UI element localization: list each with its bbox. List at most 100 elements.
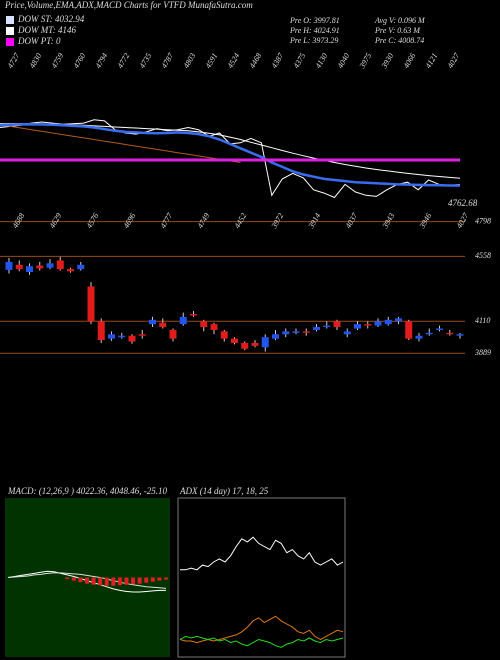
- candle-body: [210, 324, 218, 330]
- macd-bar: [111, 577, 116, 586]
- legend-text: DOW PT: 0: [17, 36, 61, 46]
- macd-bar: [157, 577, 162, 581]
- candle-body: [282, 331, 290, 335]
- candle-body: [231, 338, 238, 343]
- candle-body: [128, 335, 136, 342]
- macd-bar: [78, 577, 83, 583]
- price-annotation: 4452: [233, 212, 249, 230]
- candle-body: [364, 324, 372, 326]
- candle-body: [333, 321, 341, 328]
- series-line: [7, 572, 167, 589]
- candle-body: [169, 329, 177, 339]
- series-line: [179, 635, 344, 648]
- candle-body: [118, 335, 126, 338]
- level-label: 4558: [475, 251, 491, 260]
- price-annotation: 4027: [455, 211, 471, 230]
- candle-body: [5, 261, 13, 270]
- candle-body: [261, 337, 269, 348]
- level-label: 4798: [475, 216, 491, 225]
- candle-body: [97, 321, 105, 341]
- candle-body: [272, 334, 279, 339]
- candle-body: [425, 332, 433, 335]
- candle-body: [292, 331, 300, 333]
- candle-body: [241, 342, 249, 349]
- level-label: 4110: [475, 316, 490, 325]
- candle-body: [77, 264, 85, 270]
- level-label: 3889: [474, 348, 491, 357]
- price-label: 4762.68: [448, 198, 478, 208]
- legend-swatch: [6, 16, 14, 24]
- price-annotation: 4787: [160, 51, 176, 70]
- price-annotation: 3930: [379, 52, 395, 71]
- candle-body: [323, 325, 331, 328]
- candle-body: [138, 334, 146, 336]
- price-annotation: 4735: [138, 52, 154, 70]
- candle-body: [15, 264, 23, 270]
- candle-body: [26, 266, 33, 273]
- candle-body: [46, 263, 54, 268]
- series-line: [0, 123, 461, 179]
- candle-body: [354, 324, 361, 329]
- price-annotation: 4387: [270, 51, 286, 70]
- price-annotation: 4468: [248, 52, 264, 70]
- price-annotation: 4591: [204, 52, 220, 70]
- candle-body: [415, 335, 423, 339]
- candle-body: [436, 328, 443, 330]
- macd-bar: [104, 577, 109, 586]
- candle-body: [343, 331, 351, 335]
- series-line: [0, 124, 241, 163]
- title: Price,Volume,EMA,ADX,MACD Charts for VTF…: [4, 0, 253, 10]
- macd-bar: [150, 577, 155, 582]
- price-annotation: 4696: [122, 212, 138, 230]
- stat: Pre C: 4008.74: [374, 36, 424, 45]
- series-line: [180, 536, 344, 571]
- price-annotation: 4524: [226, 52, 242, 70]
- candle-body: [405, 321, 413, 339]
- macd-bar: [164, 577, 168, 580]
- candle-body: [251, 342, 259, 346]
- candle-body: [302, 331, 310, 333]
- price-annotation: 4576: [85, 212, 101, 230]
- candle-body: [200, 321, 208, 328]
- candle-body: [67, 269, 74, 272]
- macd-bar: [98, 577, 103, 586]
- macd-bar: [124, 577, 129, 585]
- price-annotation: 4040: [336, 52, 352, 70]
- candle-body: [159, 322, 167, 328]
- candle-body: [395, 318, 402, 322]
- price-annotation: 4027: [446, 51, 462, 70]
- candle-body: [149, 319, 156, 325]
- stat: Pre L: 3973.29: [289, 36, 338, 45]
- stat: Avg V: 0.096 M: [374, 16, 426, 25]
- price-annotation: 4121: [424, 52, 440, 70]
- macd-bar: [144, 577, 149, 583]
- price-annotation: 4749: [196, 212, 212, 230]
- price-annotation: 4759: [50, 52, 66, 70]
- candle-body: [108, 334, 115, 339]
- macd-bar: [85, 577, 89, 584]
- price-annotation: 3975: [357, 52, 373, 71]
- price-annotation: 4629: [48, 212, 64, 230]
- candle-body: [36, 265, 44, 269]
- macd-title: MACD: (12,26,9 ) 4022.36, 4048.46, -25.1…: [7, 486, 167, 496]
- adx-panel: [177, 497, 346, 658]
- price-annotation: 4375: [292, 52, 308, 70]
- macd-bar: [91, 577, 96, 585]
- price-annotation: 4688: [11, 212, 27, 230]
- adx-title: ADX (14 day) 17, 18, 25: [179, 486, 269, 496]
- macd-bar: [65, 577, 70, 580]
- price-annotation: 4830: [28, 52, 44, 70]
- price-annotation: 4727: [6, 51, 22, 70]
- legend-swatch: [6, 38, 14, 46]
- candle-body: [56, 260, 64, 270]
- stat: Pre V: 0.63 M: [374, 26, 421, 35]
- price-annotation: 4130: [314, 52, 330, 70]
- candle-body: [220, 331, 228, 339]
- price-annotation: 4794: [94, 52, 110, 70]
- series-line: [0, 122, 460, 187]
- candle-body: [384, 319, 392, 325]
- candle-body: [374, 321, 382, 326]
- candle-body: [313, 327, 320, 330]
